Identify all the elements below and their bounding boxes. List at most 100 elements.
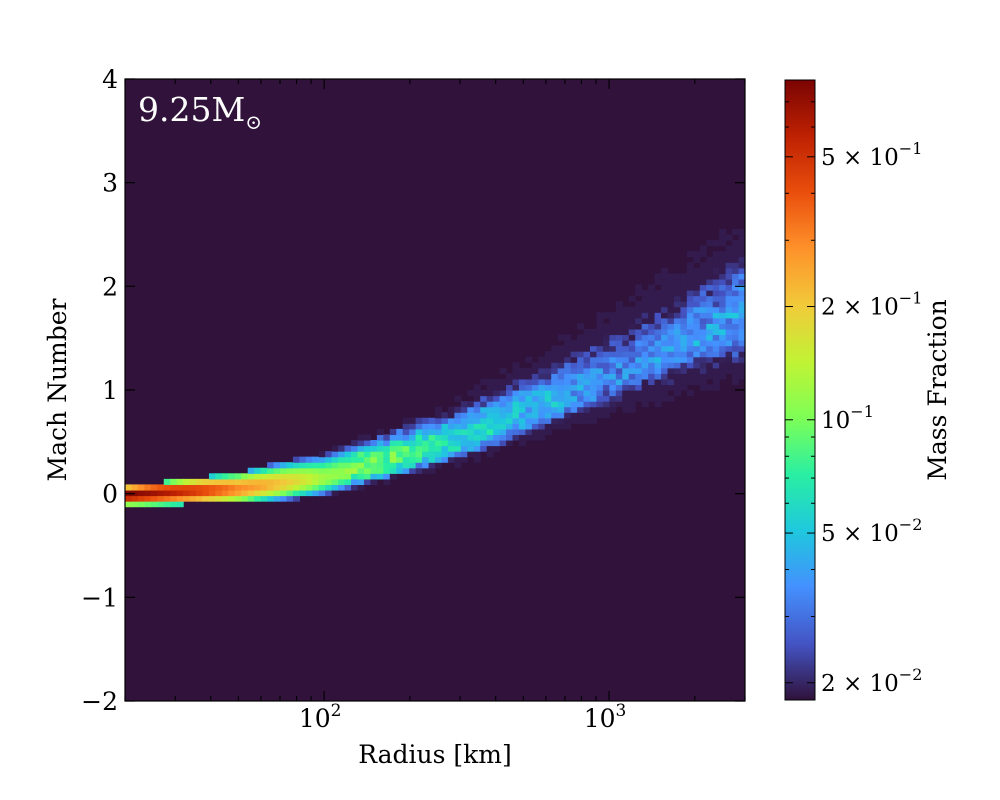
heatmap-cell xyxy=(635,395,643,402)
y-tick-label: 3 xyxy=(102,169,118,198)
heatmap-cell xyxy=(699,328,707,336)
heatmap-cell xyxy=(615,301,623,308)
heatmap-cell xyxy=(686,306,694,313)
heatmap-cell xyxy=(441,445,449,452)
heatmap-cell xyxy=(628,306,636,313)
heatmap-cell xyxy=(719,262,727,269)
heatmap-cell xyxy=(150,495,158,502)
heatmap-cell xyxy=(506,428,514,436)
heatmap-cell xyxy=(454,456,462,463)
heatmap-cell xyxy=(706,345,714,352)
heatmap-cell xyxy=(641,367,649,374)
heatmap-cell xyxy=(725,290,733,297)
heatmap-cell xyxy=(357,439,365,447)
heatmap-cell xyxy=(544,417,552,424)
heatmap-cell xyxy=(628,351,636,358)
heatmap-cell xyxy=(738,306,745,313)
heatmap-cell xyxy=(538,356,546,363)
heatmap-cell xyxy=(221,489,229,497)
heatmap-cell xyxy=(667,340,675,347)
heatmap-cell xyxy=(680,323,688,330)
heatmap-cell xyxy=(577,395,585,402)
heatmap-cell xyxy=(693,340,701,347)
heatmap-cell xyxy=(467,445,475,452)
heatmap-cell xyxy=(512,434,520,441)
heatmap-cell xyxy=(389,439,397,447)
heatmap-cell xyxy=(680,295,688,302)
heatmap-cell xyxy=(699,295,707,302)
heatmap-cell xyxy=(525,412,533,419)
heatmap-cell xyxy=(628,384,636,391)
heatmap-cell xyxy=(725,256,733,263)
heatmap-cell xyxy=(738,328,745,336)
heatmap-cell xyxy=(577,323,585,330)
heatmap-cell xyxy=(609,323,617,330)
heatmap-cell xyxy=(544,378,552,386)
heatmap-cell xyxy=(583,340,591,347)
heatmap-cell xyxy=(686,373,694,380)
heatmap-cell xyxy=(247,467,255,474)
heatmap-cell xyxy=(590,356,598,363)
heatmap-cell xyxy=(344,478,352,486)
heatmap-cell xyxy=(712,278,720,286)
heatmap-cell xyxy=(312,489,320,497)
heatmap-cell xyxy=(325,462,333,469)
heatmap-cell xyxy=(525,395,533,402)
heatmap-cell xyxy=(648,390,656,397)
heatmap-cell xyxy=(383,467,391,474)
heatmap-cell xyxy=(267,495,275,502)
heatmap-cell xyxy=(402,434,410,441)
heatmap-cell xyxy=(402,417,410,424)
heatmap-cell xyxy=(602,351,610,358)
heatmap-cell xyxy=(357,462,365,469)
heatmap-cell xyxy=(712,267,720,274)
heatmap-cell xyxy=(454,428,462,436)
heatmap-cell xyxy=(467,406,475,413)
heatmap-cell xyxy=(732,278,740,286)
y-tick-label: 2 xyxy=(102,272,118,301)
heatmap-cell xyxy=(137,489,145,497)
heatmap-cell xyxy=(338,462,346,469)
heatmap-cell xyxy=(622,395,630,402)
heatmap-cell xyxy=(732,340,740,347)
heatmap-cell xyxy=(622,401,630,408)
heatmap-cell xyxy=(538,412,546,419)
heatmap-cell xyxy=(648,340,656,347)
heatmap-cell xyxy=(241,478,249,486)
heatmap-cell xyxy=(693,334,701,341)
heatmap-cell xyxy=(422,439,430,447)
heatmap-cell xyxy=(447,456,455,463)
heatmap-cell xyxy=(673,340,682,347)
heatmap-cell xyxy=(396,428,404,436)
heatmap-cell xyxy=(719,228,727,236)
heatmap-cell xyxy=(473,451,481,458)
heatmap-cell xyxy=(525,423,533,430)
heatmap-cell xyxy=(312,484,320,491)
heatmap-cell xyxy=(719,295,727,302)
heatmap-cell xyxy=(247,478,255,486)
heatmap-cell xyxy=(544,356,552,363)
heatmap-cell xyxy=(499,412,507,419)
heatmap-cell xyxy=(518,434,527,441)
heatmap-cell xyxy=(493,428,501,436)
heatmap-cell xyxy=(473,445,481,452)
heatmap-cell xyxy=(176,489,184,497)
heatmap-cell xyxy=(299,489,307,497)
heatmap-cell xyxy=(531,362,539,369)
heatmap-cell xyxy=(583,401,591,408)
heatmap-cell xyxy=(686,267,694,274)
heatmap-cell xyxy=(583,328,591,336)
heatmap-cell xyxy=(338,451,346,458)
heatmap-cell xyxy=(409,467,417,474)
heatmap-cell xyxy=(699,334,707,341)
heatmap-cell xyxy=(486,395,494,402)
x-axis-ticks: 102 103 xyxy=(124,79,746,733)
heatmap-cell xyxy=(389,434,397,441)
heatmap-cell xyxy=(673,367,682,374)
heatmap-cell xyxy=(654,384,662,391)
heatmap-cell xyxy=(150,489,158,497)
heatmap-cell xyxy=(538,428,546,436)
heatmap-cell xyxy=(583,384,591,391)
heatmap-cell xyxy=(712,256,720,263)
heatmap-cell xyxy=(667,323,675,330)
